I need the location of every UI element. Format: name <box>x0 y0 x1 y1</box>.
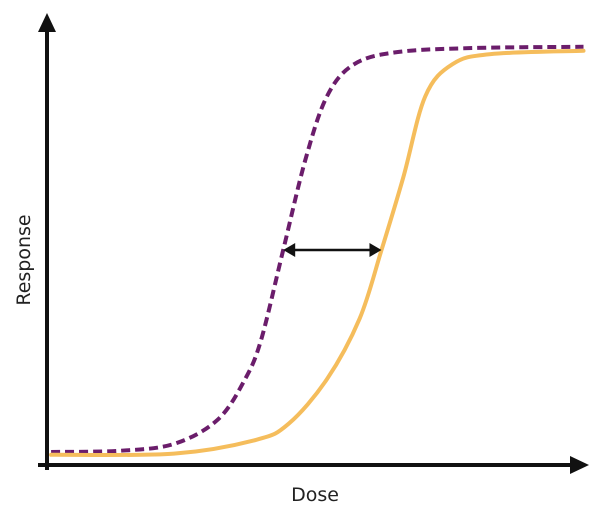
y-axis-label: Response <box>13 214 35 305</box>
shift-arrow-right-head <box>369 243 382 257</box>
dashed-response-curve <box>51 44 584 454</box>
shift-arrow-left-head <box>283 243 296 257</box>
shift-double-arrow <box>283 243 382 257</box>
plot-area <box>49 44 586 458</box>
solid-response-curve <box>49 48 586 458</box>
y-axis-arrowhead <box>38 13 56 32</box>
x-axis-arrowhead <box>570 456 589 474</box>
x-axis-label: Dose <box>291 484 339 506</box>
